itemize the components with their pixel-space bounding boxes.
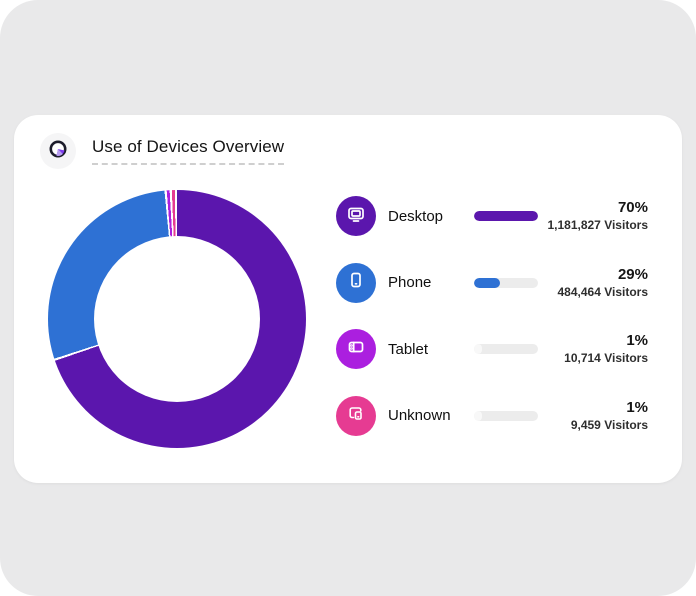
devices-icon <box>345 402 367 429</box>
devices-donut-chart[interactable] <box>48 190 306 448</box>
unknown-progress-bar <box>474 410 538 421</box>
desktop-progress-bar <box>474 211 538 221</box>
visitors-value: 484,464 Visitors <box>557 284 648 299</box>
phone-progress-bar <box>474 277 538 288</box>
legend-label: Desktop <box>388 207 444 225</box>
tablet-icon <box>345 336 367 363</box>
unknown-device-icon-badge <box>336 395 376 436</box>
tablet-icon-badge <box>336 329 376 369</box>
visitors-value: 1,181,827 Visitors <box>547 218 648 232</box>
percent-value: 1% <box>626 398 648 416</box>
legend-label: Phone <box>388 274 432 291</box>
donut-hole <box>94 236 260 402</box>
desktop-progress-fill <box>474 211 538 221</box>
desktop-icon <box>345 203 367 230</box>
phone-icon <box>345 269 367 296</box>
legend-row-unknown[interactable]: Unknown 1% 9,459 Visitors <box>336 395 648 436</box>
percent-value: 70% <box>617 199 648 216</box>
visitors-value: 9,459 Visitors <box>570 417 648 432</box>
legend-stats: 70% 1,181,827 Visitors <box>538 199 648 233</box>
tablet-progress-bar <box>474 344 538 354</box>
legend-stats: 1% 10,714 Visitors <box>538 332 648 366</box>
phone-icon-badge <box>336 262 376 303</box>
desktop-icon-badge <box>336 196 376 236</box>
unknown-progress-fill <box>474 410 482 421</box>
percent-value: 29% <box>617 265 648 283</box>
legend-stats: 29% 484,464 Visitors <box>538 266 648 300</box>
header-icon-badge <box>40 133 76 169</box>
card-header: Use of Devices Overview <box>40 133 285 169</box>
legend-row-tablet[interactable]: Tablet 1% 10,714 Visitors <box>336 329 648 369</box>
legend-stats: 1% 9,459 Visitors <box>538 399 648 433</box>
legend-row-desktop[interactable]: Desktop 70% 1,181,827 Visitors <box>336 196 648 236</box>
legend-label: Tablet <box>388 340 429 358</box>
legend-row-phone[interactable]: Phone 29% 484,464 Visitors <box>336 262 648 303</box>
page-title: Use of Devices Overview <box>92 137 285 165</box>
tablet-progress-fill <box>474 344 482 354</box>
devices-overview-card: Use of Devices Overview Desktop <box>14 115 682 483</box>
device-legend: Desktop 70% 1,181,827 Visitors Pho <box>336 196 648 462</box>
pie-chart-icon <box>48 139 68 164</box>
legend-label: Unknown <box>388 407 451 424</box>
phone-progress-fill <box>474 277 501 288</box>
visitors-value: 10,714 Visitors <box>564 351 648 365</box>
percent-value: 1% <box>626 332 648 349</box>
